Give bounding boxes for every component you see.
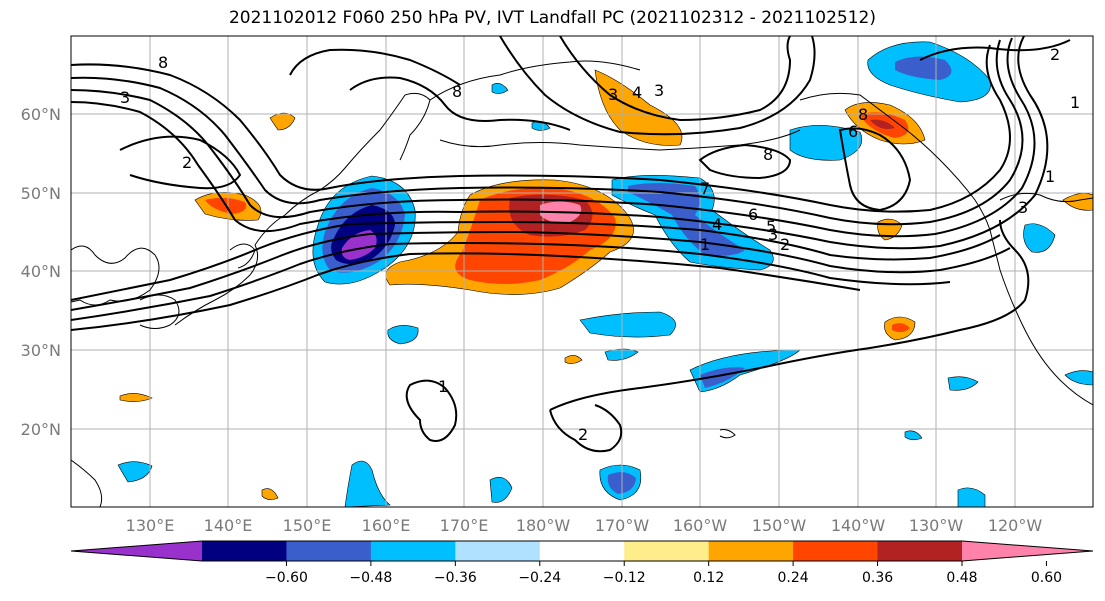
- longitude-labels: 130°E 140°E 150°E 160°E 170°E 180°W 170°…: [126, 516, 1043, 535]
- lon-label: 120°W: [988, 516, 1043, 535]
- ivt-contours: [71, 36, 1071, 453]
- colorbar-extend-low: [71, 541, 202, 561]
- colorbar-tick-label: 0.36: [862, 570, 893, 586]
- lon-label: 130°W: [909, 516, 964, 535]
- contour-label: 8: [763, 145, 773, 164]
- contour-label: 2: [1050, 45, 1060, 64]
- map-panel: 8 8 3 2 3 4 3 8 8 7 6 5 4 3 2 1 1 2 1 2 …: [71, 36, 1093, 507]
- contour-label: 1: [700, 235, 710, 254]
- contour-label: 2: [182, 153, 192, 172]
- contour-label: 3: [654, 81, 664, 100]
- contour-label: 8: [858, 105, 868, 124]
- colorbar-segment: [539, 541, 625, 561]
- map-frame: [70, 35, 1094, 508]
- contour-label: 2: [578, 425, 588, 444]
- colorbar-tick-label: −0.48: [349, 570, 392, 586]
- lon-label: 150°E: [283, 516, 332, 535]
- pv-shading: [117, 41, 1093, 507]
- contour-label: 4: [632, 83, 642, 102]
- colorbar-tick-label: −0.36: [434, 570, 477, 586]
- colorbar: [70, 540, 1094, 562]
- colorbar-tick-label: −0.60: [265, 570, 308, 586]
- contour-label: 7: [700, 179, 710, 198]
- contour-labels: 8 8 3 2 3 4 3 8 8 7 6 5 4 3 2 1 1 2 1 2 …: [120, 45, 1080, 444]
- contour-label: 2: [780, 235, 790, 254]
- latitude-labels: 60°N 50°N 40°N 30°N 20°N: [21, 105, 61, 439]
- lon-label: 180°W: [516, 516, 571, 535]
- colorbar-ticks: −0.60 −0.48 −0.36 −0.24 −0.12 0.12 0.24 0.36 0.4…: [265, 561, 1062, 586]
- colorbar-tick-label: 0.60: [1031, 570, 1062, 586]
- map-title: 2021102012 F060 250 hPa PV, IVT Landfall…: [228, 8, 876, 28]
- lat-label: 60°N: [21, 105, 61, 124]
- contour-label: 8: [158, 53, 168, 72]
- colorbar-segment: [370, 541, 456, 561]
- colorbar-segment: [286, 541, 372, 561]
- lon-label: 140°E: [204, 516, 253, 535]
- contour-label: 3: [1018, 198, 1028, 217]
- contour-label: 1: [438, 377, 448, 396]
- contour-label: 1: [1045, 167, 1055, 186]
- lon-label: 160°W: [673, 516, 728, 535]
- contour-label: 4: [712, 215, 722, 234]
- lon-label: 170°E: [440, 516, 489, 535]
- colorbar-segment: [202, 541, 287, 561]
- lon-label: 150°W: [752, 516, 807, 535]
- lat-label: 20°N: [21, 420, 61, 439]
- lon-label: 160°E: [362, 516, 411, 535]
- colorbar-outline: [70, 540, 1094, 562]
- contour-label: 3: [768, 225, 778, 244]
- colorbar-tick-label: 0.24: [778, 570, 809, 586]
- colorbar-extend-high: [962, 541, 1093, 561]
- lon-label: 170°W: [595, 516, 650, 535]
- contour-label: 5: [766, 217, 776, 236]
- lon-label: 130°E: [126, 516, 175, 535]
- contour-label: 8: [452, 82, 462, 101]
- contour-label: 3: [608, 85, 618, 104]
- colorbar-tick-label: −0.12: [603, 570, 646, 586]
- colorbar-segment: [793, 541, 879, 561]
- colorbar-segment: [455, 541, 541, 561]
- colorbar-tick-label: −0.24: [518, 570, 561, 586]
- lat-label: 40°N: [21, 262, 61, 281]
- colorbar-segment: [877, 541, 963, 561]
- contour-label: 1: [1070, 93, 1080, 112]
- colorbar-tick-label: 0.48: [946, 570, 977, 586]
- colorbar-tick-label: 0.12: [693, 570, 724, 586]
- colorbar-segment: [708, 541, 794, 561]
- lat-label: 30°N: [21, 341, 61, 360]
- lon-label: 140°W: [831, 516, 886, 535]
- lat-label: 50°N: [21, 184, 61, 203]
- contour-label: 6: [848, 122, 858, 141]
- colorbar-segment: [624, 541, 710, 561]
- contour-label: 6: [748, 205, 758, 224]
- contour-label: 3: [120, 88, 130, 107]
